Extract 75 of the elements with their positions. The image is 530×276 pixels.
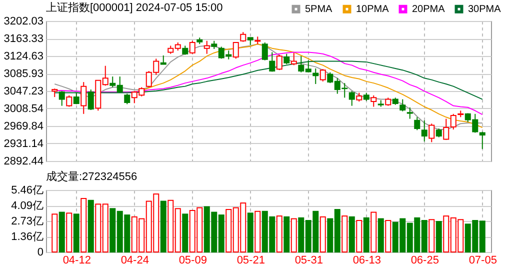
candlestick [58, 90, 65, 106]
candlestick [290, 52, 297, 66]
bar [66, 212, 72, 252]
bar [254, 210, 261, 252]
candlestick [189, 40, 196, 54]
candlestick [414, 116, 420, 131]
legend-label: 20PMA [412, 4, 446, 16]
x-tick-label: 06-25 [410, 254, 439, 266]
bar [276, 216, 282, 252]
candlestick [320, 68, 326, 82]
bar [436, 220, 442, 252]
bar [342, 216, 348, 252]
y-tick-label: 0 [37, 246, 44, 258]
bar [348, 216, 355, 252]
x-tick-label: 04-24 [120, 254, 149, 266]
candlestick [232, 42, 239, 60]
x-tick-label: 06-13 [352, 254, 381, 266]
candlestick [240, 32, 246, 42]
candlestick [66, 94, 72, 108]
candlestick [400, 98, 406, 112]
y-tick-label: 2.73亿 [11, 216, 44, 228]
candlestick [276, 54, 282, 71]
bar [80, 198, 87, 252]
bar [385, 220, 392, 252]
legend-label: 10PMA [356, 4, 390, 16]
x-tick-label: 05-09 [178, 254, 207, 266]
bar [428, 219, 435, 252]
bar [320, 216, 326, 252]
y-tick-label: 3085.93 [4, 68, 44, 80]
x-tick-label: 05-21 [236, 254, 265, 266]
bar [58, 212, 65, 252]
bar [247, 212, 254, 252]
candlestick [421, 120, 428, 142]
candlestick [348, 90, 355, 106]
chart-title: 成交量:272324556 [46, 170, 138, 183]
candlestick [284, 53, 290, 65]
y-tick-label: 5.46亿 [11, 184, 44, 196]
candlestick [428, 123, 435, 143]
x-tick-label: 05-31 [294, 254, 323, 266]
chart-title: 上证指数[000001] 2024-07-05 15:00 [46, 1, 223, 14]
y-tick-label: 3124.63 [4, 50, 44, 62]
candlestick [406, 106, 413, 120]
candlestick [88, 89, 94, 111]
bar [182, 214, 188, 252]
y-tick-label: 2969.84 [4, 120, 44, 132]
candlestick [124, 93, 130, 105]
legend-label: 30PMA [468, 4, 502, 16]
candlestick [182, 45, 188, 56]
y-tick-label: 3047.23 [4, 86, 44, 98]
candlestick [312, 68, 319, 85]
legend-label: 5PMA [305, 4, 333, 16]
bar [160, 200, 166, 252]
bar [284, 216, 290, 252]
bar [290, 218, 297, 252]
bar [88, 200, 94, 252]
bar [356, 220, 362, 252]
y-tick-label: 2892.44 [4, 156, 44, 168]
y-tick-label: 4.09亿 [11, 200, 44, 212]
bar [52, 214, 58, 252]
candlestick [269, 52, 276, 72]
x-tick-label: 07-05 [468, 254, 497, 266]
y-tick-label: 2931.14 [4, 138, 44, 150]
x-tick-label: 04-12 [62, 254, 91, 266]
bar [73, 214, 80, 252]
candlestick [262, 42, 268, 61]
y-tick-label: 1.36亿 [11, 231, 44, 244]
bar [370, 212, 377, 252]
candlestick [204, 40, 210, 54]
candlestick [370, 94, 377, 108]
bar [378, 218, 384, 252]
y-tick-label: 3163.33 [4, 33, 44, 45]
y-tick-label: 3008.54 [4, 103, 44, 115]
candlestick [80, 82, 87, 114]
y-tick-label: 3202.03 [4, 16, 44, 28]
bar [363, 217, 370, 252]
